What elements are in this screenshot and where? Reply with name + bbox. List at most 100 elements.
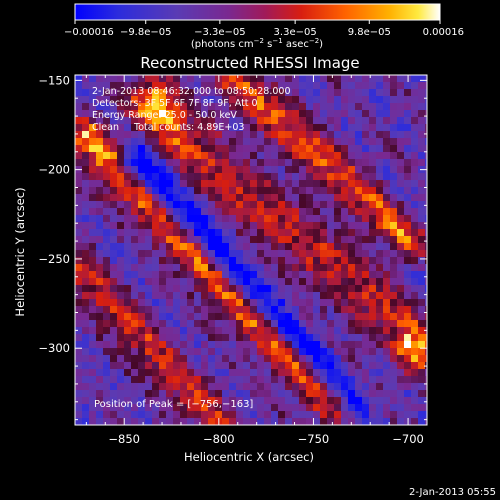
heatmap-cell	[96, 152, 103, 159]
heatmap-cell	[313, 299, 320, 306]
heatmap-cell	[75, 257, 82, 264]
heatmap-cell	[362, 418, 369, 425]
heatmap-cell	[404, 264, 411, 271]
heatmap-cell	[306, 341, 313, 348]
heatmap-cell	[334, 327, 341, 334]
heatmap-cell	[75, 152, 82, 159]
heatmap-cell	[257, 194, 264, 201]
heatmap-cell	[110, 313, 117, 320]
heatmap-cell	[124, 75, 131, 82]
heatmap-cell	[180, 138, 187, 145]
heatmap-cell	[138, 145, 145, 152]
heatmap-cell	[187, 138, 194, 145]
heatmap-cell	[243, 187, 250, 194]
heatmap-cell	[110, 173, 117, 180]
heatmap-cell	[187, 229, 194, 236]
heatmap-cell	[131, 243, 138, 250]
heatmap-cell	[243, 285, 250, 292]
heatmap-cell	[159, 89, 166, 96]
heatmap-cell	[152, 236, 159, 243]
heatmap-cell	[208, 166, 215, 173]
heatmap-cell	[341, 229, 348, 236]
heatmap-cell	[138, 271, 145, 278]
heatmap-cell	[124, 222, 131, 229]
heatmap-cell	[320, 250, 327, 257]
heatmap-cell	[89, 145, 96, 152]
heatmap-cell	[243, 257, 250, 264]
heatmap-cell	[369, 376, 376, 383]
heatmap-cell	[404, 131, 411, 138]
heatmap-cell	[96, 320, 103, 327]
heatmap-cell	[355, 390, 362, 397]
heatmap-cell	[292, 355, 299, 362]
heatmap-cell	[82, 327, 89, 334]
heatmap-cell	[152, 327, 159, 334]
heatmap-cell	[341, 124, 348, 131]
heatmap-cell	[243, 390, 250, 397]
heatmap-cell	[341, 173, 348, 180]
heatmap-cell	[110, 348, 117, 355]
heatmap-cell	[425, 411, 427, 418]
heatmap-cell	[257, 173, 264, 180]
heatmap-cell	[320, 117, 327, 124]
heatmap-cell	[201, 96, 208, 103]
heatmap-cell	[271, 264, 278, 271]
heatmap-cell	[418, 320, 425, 327]
heatmap-cell	[75, 418, 82, 425]
heatmap-cell	[145, 257, 152, 264]
heatmap-cell	[264, 299, 271, 306]
heatmap-cell	[299, 383, 306, 390]
heatmap-cell	[299, 327, 306, 334]
heatmap-cell	[89, 138, 96, 145]
heatmap-cell	[103, 278, 110, 285]
heatmap-cell	[390, 418, 397, 425]
heatmap-cell	[334, 271, 341, 278]
heatmap-cell	[299, 187, 306, 194]
heatmap-cell	[250, 341, 257, 348]
heatmap-cell	[390, 222, 397, 229]
heatmap-cell	[320, 257, 327, 264]
heatmap-cell	[264, 271, 271, 278]
heatmap-cell	[390, 110, 397, 117]
heatmap-cell	[201, 285, 208, 292]
heatmap-cell	[103, 292, 110, 299]
heatmap-cell	[411, 187, 418, 194]
heatmap-cell	[320, 362, 327, 369]
heatmap-cell	[292, 208, 299, 215]
heatmap-cell	[229, 257, 236, 264]
heatmap-cell	[159, 264, 166, 271]
heatmap-cell	[194, 313, 201, 320]
heatmap-cell	[425, 173, 427, 180]
heatmap-cell	[236, 208, 243, 215]
heatmap-cell	[292, 369, 299, 376]
heatmap-cell	[334, 131, 341, 138]
heatmap-cell	[180, 131, 187, 138]
heatmap-cell	[355, 327, 362, 334]
heatmap-cell	[348, 131, 355, 138]
heatmap-cell	[131, 369, 138, 376]
heatmap-cell	[411, 341, 418, 348]
heatmap-cell	[138, 390, 145, 397]
heatmap-cell	[152, 278, 159, 285]
y-tick-label: −150	[38, 73, 70, 87]
heatmap-cell	[334, 229, 341, 236]
heatmap-cell	[271, 362, 278, 369]
heatmap-cell	[250, 166, 257, 173]
heatmap-cell	[89, 376, 96, 383]
heatmap-cell	[404, 313, 411, 320]
heatmap-cell	[180, 418, 187, 425]
heatmap-cell	[222, 103, 229, 110]
heatmap-cell	[229, 341, 236, 348]
heatmap-cell	[348, 243, 355, 250]
heatmap-cell	[138, 397, 145, 404]
heatmap-cell	[215, 145, 222, 152]
heatmap-cell	[159, 369, 166, 376]
heatmap-cell	[208, 152, 215, 159]
heatmap-cell	[229, 411, 236, 418]
heatmap-cell	[208, 313, 215, 320]
heatmap-cell	[208, 194, 215, 201]
heatmap-cell	[166, 264, 173, 271]
heatmap-cell	[425, 124, 427, 131]
heatmap-cell	[404, 348, 411, 355]
heatmap-cell	[166, 236, 173, 243]
